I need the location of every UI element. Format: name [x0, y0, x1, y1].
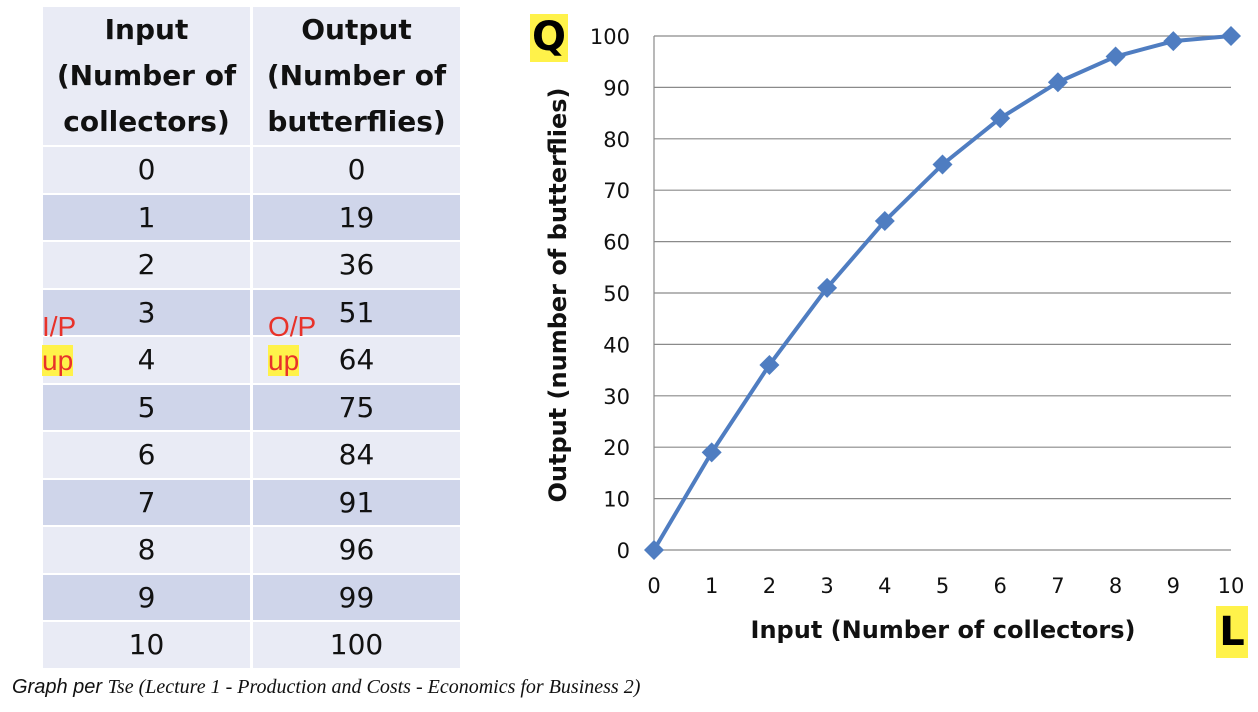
x-tick-label: 4 — [878, 574, 891, 598]
input-cell: 8 — [43, 527, 250, 573]
header-input-line: (Number of — [56, 59, 237, 92]
data-point-marker — [701, 442, 722, 463]
table-row: 3 51 — [43, 289, 460, 335]
input-cell: 1 — [43, 194, 250, 240]
x-tick-label: 10 — [1218, 574, 1245, 598]
data-point-marker — [644, 540, 664, 560]
table-row: 2 36 — [43, 242, 460, 288]
table-row: 10 100 — [43, 622, 460, 668]
input-up-annotation: I/P up — [42, 310, 76, 378]
output-cell: 36 — [253, 242, 460, 288]
x-tick-label: 0 — [647, 574, 660, 598]
output-cell: 75 — [253, 384, 460, 430]
input-cell: 7 — [43, 479, 250, 525]
data-point-marker — [874, 211, 895, 232]
input-cell: 4 — [43, 337, 250, 383]
output-up-annotation: O/P up — [268, 310, 316, 378]
output-series-markers — [644, 26, 1241, 560]
y-tick-label: 10 — [603, 488, 630, 512]
input-cell: 2 — [43, 242, 250, 288]
header-output: Output (Number of butterflies) — [253, 7, 460, 145]
x-tick-label: 7 — [1051, 574, 1064, 598]
data-point-marker — [1163, 31, 1184, 52]
output-up-line1: O/P — [268, 311, 317, 342]
l-badge: L — [1216, 606, 1248, 658]
input-up-line1: I/P — [42, 311, 77, 342]
input-cell: 10 — [43, 622, 250, 668]
output-cell: 100 — [253, 622, 460, 668]
table-row: 6 84 — [43, 432, 460, 478]
y-tick-labels: 0 10 20 30 40 50 60 70 80 90 100 — [590, 25, 630, 563]
y-tick-label: 90 — [603, 76, 630, 100]
y-tick-label: 70 — [603, 179, 630, 203]
y-axis-label: Output (number of butterflies) — [544, 87, 572, 502]
y-tick-label: 100 — [590, 25, 630, 49]
table-row: 5 75 — [43, 384, 460, 430]
data-point-marker — [1047, 72, 1068, 93]
output-cell: 51 — [253, 289, 460, 335]
x-tick-label: 2 — [763, 574, 776, 598]
data-point-marker — [990, 108, 1011, 129]
header-input-line: Input — [104, 13, 189, 46]
y-tick-label: 40 — [603, 333, 630, 357]
table-row: 9 99 — [43, 574, 460, 620]
x-axis-label: Input (Number of collectors) — [751, 616, 1136, 644]
x-tick-labels: 0 1 2 3 4 5 6 7 8 9 10 — [647, 574, 1244, 598]
header-input-line: collectors) — [63, 105, 230, 138]
output-cell: 99 — [253, 574, 460, 620]
table-row: 8 96 — [43, 527, 460, 573]
production-table: Input (Number of collectors) Output (Num… — [40, 5, 463, 670]
q-badge: Q — [530, 14, 568, 62]
x-tick-label: 1 — [705, 574, 718, 598]
header-input: Input (Number of collectors) — [43, 7, 250, 145]
caption-source: Tse (Lecture 1 - Production and Costs - … — [107, 676, 641, 698]
y-tick-label: 60 — [603, 231, 630, 255]
data-point-marker — [817, 277, 838, 298]
data-point-marker — [1221, 26, 1241, 46]
y-tick-label: 0 — [617, 539, 630, 563]
data-point-marker — [759, 354, 780, 375]
x-tick-label: 3 — [820, 574, 833, 598]
output-cell: 84 — [253, 432, 460, 478]
output-cell: 91 — [253, 479, 460, 525]
input-cell: 3 — [43, 289, 250, 335]
x-tick-label: 8 — [1109, 574, 1122, 598]
y-tick-label: 50 — [603, 282, 630, 306]
x-tick-label: 6 — [994, 574, 1007, 598]
header-output-line: Output — [301, 13, 412, 46]
table-row: 7 91 — [43, 479, 460, 525]
caption-prefix: Graph per — [12, 676, 103, 698]
input-cell: 9 — [43, 574, 250, 620]
input-up-line2: up — [42, 345, 74, 376]
output-cell: 96 — [253, 527, 460, 573]
table-header-row: Input (Number of collectors) Output (Num… — [43, 7, 460, 145]
input-cell: 0 — [43, 147, 250, 193]
x-tick-label: 5 — [936, 574, 949, 598]
gridlines — [653, 35, 1231, 551]
input-cell: 5 — [43, 384, 250, 430]
data-point-marker — [1105, 46, 1126, 67]
data-point-marker — [932, 154, 953, 175]
output-cell: 19 — [253, 194, 460, 240]
output-up-line2: up — [268, 345, 300, 376]
source-caption: Graph per Tse (Lecture 1 - Production an… — [12, 676, 640, 699]
table-row: 4 64 — [43, 337, 460, 383]
y-tick-label: 20 — [603, 436, 630, 460]
y-tick-label: 30 — [603, 385, 630, 409]
header-output-line: butterflies) — [267, 105, 446, 138]
output-cell: 0 — [253, 147, 460, 193]
input-cell: 6 — [43, 432, 250, 478]
table-row: 1 19 — [43, 194, 460, 240]
header-output-line: (Number of — [266, 59, 447, 92]
y-tick-label: 80 — [603, 128, 630, 152]
x-tick-label: 9 — [1167, 574, 1180, 598]
